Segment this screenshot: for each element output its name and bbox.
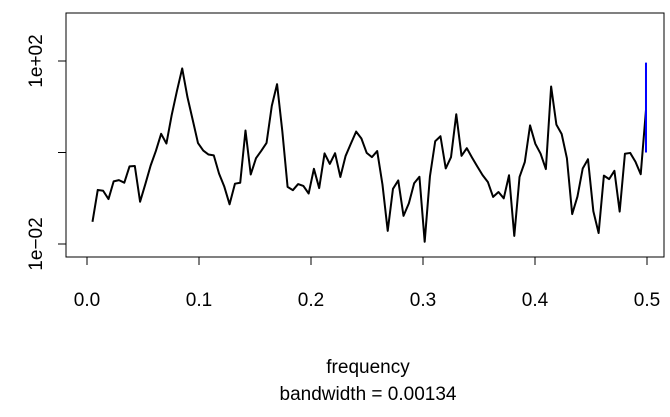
y-tick-label: 1e+02: [26, 34, 47, 87]
y-tick-label: 1e−02: [26, 217, 47, 270]
x-axis-title: frequency: [326, 357, 410, 378]
x-tick-label: 0.2: [298, 290, 324, 311]
bandwidth-label: bandwidth = 0.00134: [280, 384, 457, 405]
plot-box: [65, 12, 665, 258]
x-tick-label: 0.0: [74, 290, 100, 311]
x-axis: 0.0 0.1 0.2 0.3 0.4 0.5: [74, 256, 660, 311]
y-axis: 1e−02 1e+02: [26, 34, 67, 271]
x-tick-label: 0.1: [186, 290, 212, 311]
spectrum-line: [91, 67, 647, 243]
x-tick-label: 0.4: [522, 290, 549, 311]
series-group: [91, 62, 647, 243]
x-tick-label: 0.5: [634, 290, 660, 311]
x-tick-label: 0.3: [410, 290, 436, 311]
